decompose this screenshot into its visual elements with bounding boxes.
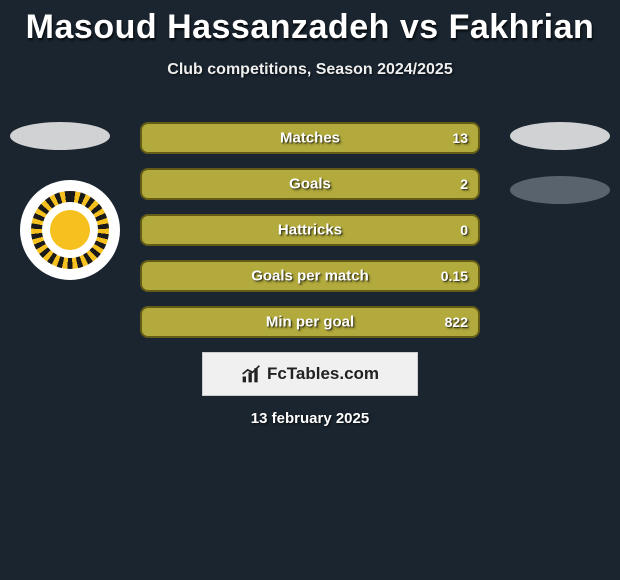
stat-value: 0 xyxy=(460,222,468,238)
right-team-pill-1 xyxy=(510,122,610,150)
stat-label: Goals xyxy=(142,176,478,193)
stat-label: Goals per match xyxy=(142,268,478,285)
left-team-pill xyxy=(10,122,110,150)
stat-value: 0.15 xyxy=(441,268,468,284)
brand-text: FcTables.com xyxy=(267,364,379,384)
club-logo xyxy=(20,180,120,280)
club-logo-inner xyxy=(42,202,98,258)
stat-bar-hattricks: Hattricks 0 xyxy=(140,214,480,246)
chart-icon xyxy=(241,364,261,384)
stat-bar-goals-per-match: Goals per match 0.15 xyxy=(140,260,480,292)
stat-label: Matches xyxy=(142,130,478,147)
stat-bar-min-per-goal: Min per goal 822 xyxy=(140,306,480,338)
stat-label: Hattricks xyxy=(142,222,478,239)
club-logo-ring xyxy=(31,191,109,269)
stat-bar-goals: Goals 2 xyxy=(140,168,480,200)
right-team-pill-2 xyxy=(510,176,610,204)
stat-bars: Matches 13 Goals 2 Hattricks 0 Goals per… xyxy=(140,122,480,352)
stat-value: 13 xyxy=(452,130,468,146)
stat-bar-matches: Matches 13 xyxy=(140,122,480,154)
footer-date: 13 february 2025 xyxy=(0,410,620,427)
stat-value: 2 xyxy=(460,176,468,192)
stat-value: 822 xyxy=(445,314,468,330)
page-subtitle: Club competitions, Season 2024/2025 xyxy=(0,61,620,79)
stat-label: Min per goal xyxy=(142,314,478,331)
club-logo-core xyxy=(50,210,90,250)
brand-box: FcTables.com xyxy=(202,352,418,396)
page-title: Masoud Hassanzadeh vs Fakhrian xyxy=(0,0,620,47)
